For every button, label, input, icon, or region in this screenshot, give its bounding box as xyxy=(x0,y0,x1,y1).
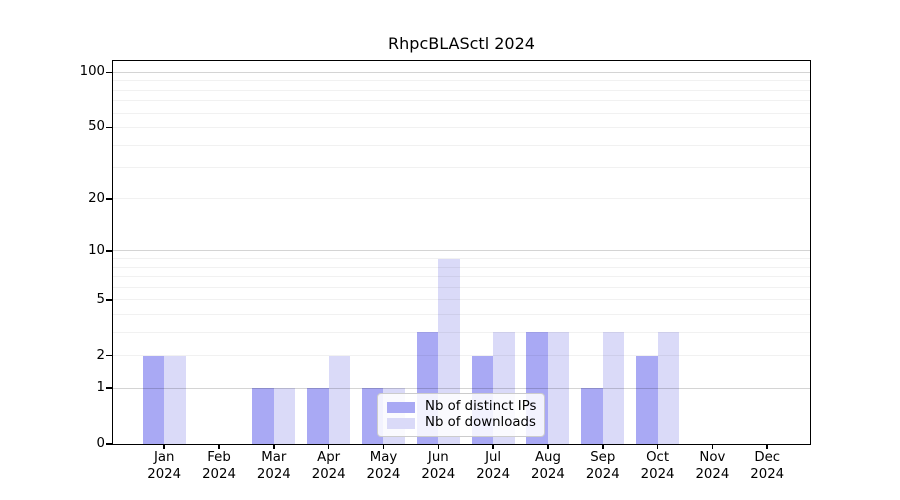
gridline-minor-90 xyxy=(113,80,810,82)
gridline-minor-40 xyxy=(113,144,810,146)
gridline-minor-80 xyxy=(113,89,810,91)
x-axis-tick-label-oct: Oct 2024 xyxy=(640,450,675,482)
bar-downloads-oct xyxy=(657,332,680,444)
bar-downloads-mar xyxy=(273,388,296,444)
y-axis-tick-label-100: 100 xyxy=(79,64,105,80)
legend-label-downloads: Nb of downloads xyxy=(425,415,536,430)
x-tick-mark-sep xyxy=(602,444,604,449)
bar-ips-apr xyxy=(307,388,329,444)
x-axis-tick-label-mar: Mar 2024 xyxy=(256,450,291,482)
bar-ips-jan xyxy=(142,355,165,444)
x-axis-tick-label-nov: Nov 2024 xyxy=(695,450,730,482)
gridline-minor-60 xyxy=(113,112,810,114)
gridline-minor-50 xyxy=(113,126,810,128)
y-axis-tick-label-2: 2 xyxy=(96,347,105,363)
y-tick-mark-50 xyxy=(106,126,112,129)
y-tick-mark-10 xyxy=(106,250,112,252)
gridline-major-100 xyxy=(113,71,810,73)
y-tick-mark-1 xyxy=(106,387,112,389)
gridline-major-1 xyxy=(113,387,810,389)
gridline-major-10 xyxy=(113,250,810,252)
gridline-minor-70 xyxy=(113,100,810,102)
y-axis-tick-label-5: 5 xyxy=(96,291,105,307)
x-tick-mark-jun xyxy=(437,444,440,449)
bar-downloads-aug xyxy=(547,332,570,444)
y-tick-mark-0 xyxy=(106,443,112,445)
x-axis-tick-label-may: May 2024 xyxy=(366,450,401,482)
legend-label-distinct-ips: Nb of distinct IPs xyxy=(425,399,537,414)
bar-ips-mar xyxy=(252,388,274,444)
y-tick-mark-20 xyxy=(106,198,112,200)
x-axis-tick-label-aug: Aug 2024 xyxy=(531,450,565,482)
x-axis-tick-label-feb: Feb 2024 xyxy=(202,450,236,482)
plot-area: Nb of distinct IPs Nb of downloads 0 1 2 5 1… xyxy=(80,60,811,482)
chart-title: RhpcBLASctl 2024 xyxy=(388,34,535,53)
x-axis-tick-label-jan: Jan 2024 xyxy=(147,450,182,482)
x-axis-tick-label-dec: Dec 2024 xyxy=(750,450,785,482)
y-tick-mark-5 xyxy=(106,299,112,301)
bar-ips-sep xyxy=(581,388,603,444)
bar-ips-oct xyxy=(636,355,658,444)
y-axis-tick-label-0: 0 xyxy=(96,436,105,451)
gridline-minor-30 xyxy=(113,167,810,169)
x-tick-mark-feb xyxy=(218,444,220,449)
x-tick-mark-jan xyxy=(163,444,165,449)
gridline-minor-8 xyxy=(113,266,810,268)
gridline-minor-7 xyxy=(113,276,810,278)
y-axis-tick-label-50: 50 xyxy=(88,119,105,135)
legend-entry-downloads: Nb of downloads xyxy=(387,415,536,430)
y-tick-mark-2 xyxy=(106,354,112,357)
x-axis-tick-label-apr: Apr 2024 xyxy=(311,450,346,482)
x-tick-mark-oct xyxy=(656,444,659,449)
bar-downloads-jan xyxy=(164,355,186,444)
y-axis-tick-label-20: 20 xyxy=(88,190,105,206)
legend-swatch-distinct-ips xyxy=(387,401,415,413)
legend-entry-distinct-ips: Nb of distinct IPs xyxy=(387,399,537,414)
gridline-minor-6 xyxy=(113,286,810,288)
x-tick-mark-aug xyxy=(547,444,549,449)
x-tick-mark-dec xyxy=(766,444,768,449)
gridline-minor-4 xyxy=(113,313,810,315)
gridline-minor-3 xyxy=(113,331,810,333)
x-tick-mark-nov xyxy=(711,444,714,449)
gridline-minor-9 xyxy=(113,258,810,260)
gridline-minor-2 xyxy=(113,355,810,357)
bar-downloads-sep xyxy=(602,332,625,444)
legend: Nb of distinct IPs Nb of downloads xyxy=(377,393,545,437)
x-tick-mark-jul xyxy=(492,444,494,449)
x-tick-mark-apr xyxy=(327,444,330,449)
y-axis-tick-label-10: 10 xyxy=(88,242,105,258)
legend-swatch-downloads xyxy=(387,417,415,429)
x-tick-mark-mar xyxy=(273,444,275,449)
y-tick-mark-100 xyxy=(106,71,112,74)
y-axis-tick-label-1: 1 xyxy=(96,380,105,396)
x-axis-tick-label-jun: Jun 2024 xyxy=(421,450,456,482)
x-tick-mark-may xyxy=(382,444,385,449)
gridline-minor-5 xyxy=(113,299,810,301)
bar-downloads-apr xyxy=(328,355,351,444)
x-axis-tick-label-sep: Sep 2024 xyxy=(585,450,620,482)
gridline-minor-20 xyxy=(113,198,810,200)
x-axis-tick-label-jul: Jul 2024 xyxy=(476,450,511,482)
